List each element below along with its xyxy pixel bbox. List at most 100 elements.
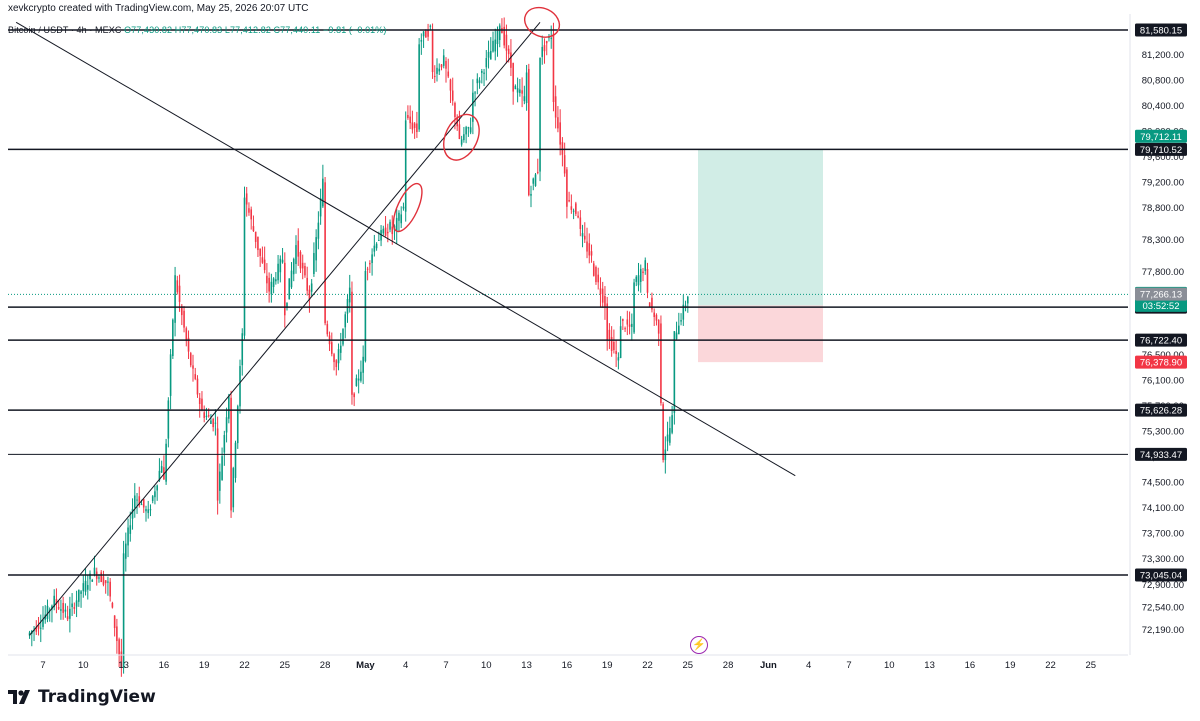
candle	[472, 79, 474, 135]
lightning-bolt-icon[interactable]: ⚡	[690, 636, 708, 654]
candle-body	[109, 581, 111, 597]
price-tag-grey[interactable]: 77,266.13	[1135, 287, 1187, 301]
target-zone[interactable]	[698, 149, 823, 306]
annotation-circle[interactable]	[388, 180, 428, 236]
candle-body	[337, 349, 340, 364]
candle-body	[344, 314, 347, 328]
stop-zone[interactable]	[698, 305, 823, 363]
candle-body	[610, 336, 613, 352]
candle-body	[73, 607, 76, 609]
annotation-circle[interactable]	[520, 2, 564, 43]
candle-body	[319, 198, 322, 217]
candle-body	[270, 281, 273, 295]
candle	[572, 208, 575, 220]
candle	[548, 34, 550, 42]
candle-body	[89, 573, 91, 580]
candle	[534, 172, 537, 187]
candle	[317, 211, 320, 250]
candle	[678, 312, 680, 335]
level-price-tag[interactable]: 81,580.15	[1135, 23, 1187, 37]
level-price-tag[interactable]: 73,045.04	[1135, 568, 1187, 582]
candle-body	[216, 428, 219, 501]
candle-body	[42, 619, 44, 627]
candle-body	[539, 57, 541, 172]
candle-body	[326, 324, 329, 335]
candle-body	[519, 89, 521, 94]
level-price-tag[interactable]: 76,722.40	[1135, 333, 1187, 347]
candle	[214, 409, 217, 436]
candle	[581, 224, 584, 248]
countdown-tag[interactable]: 03:52:52	[1135, 298, 1187, 312]
candle-body	[599, 288, 602, 295]
candle	[532, 177, 535, 191]
time-tick-label: 16	[562, 660, 573, 671]
candle-body	[581, 233, 584, 237]
candle-body	[212, 418, 214, 428]
candle	[481, 68, 483, 84]
candle	[165, 438, 167, 485]
candle	[268, 272, 270, 303]
candle-body	[534, 174, 537, 186]
level-price-tag[interactable]: 79,710.52	[1135, 142, 1187, 156]
trend-line[interactable]	[15, 21, 796, 477]
candle	[592, 260, 595, 277]
candle	[516, 77, 519, 103]
candle	[519, 79, 521, 97]
price-tag-target[interactable]: 79,712.11	[1135, 129, 1187, 143]
candle-body	[449, 79, 452, 91]
candle	[514, 84, 517, 90]
candle	[156, 484, 158, 501]
level-price-tag-text: 74,933.47	[1140, 450, 1182, 461]
candle-body	[51, 605, 53, 610]
candle	[149, 504, 152, 517]
candle-body	[315, 237, 317, 261]
time-tick-label: 4	[806, 660, 811, 671]
candle-body	[460, 139, 463, 145]
candle-body	[214, 422, 217, 424]
candle-body	[463, 134, 465, 141]
candle	[151, 495, 154, 504]
price-tag-stop[interactable]: 76,378.90	[1135, 355, 1187, 369]
candle	[167, 397, 170, 448]
candle	[496, 26, 499, 57]
candle-body	[680, 320, 682, 322]
candle	[145, 505, 147, 522]
candle-body	[639, 268, 642, 282]
candle	[369, 260, 371, 274]
candle-body	[194, 374, 197, 379]
candle	[210, 414, 212, 425]
candle	[243, 186, 246, 340]
annotation-circle[interactable]	[437, 109, 486, 166]
candle	[297, 228, 300, 266]
candle	[687, 295, 689, 313]
candle	[512, 62, 514, 105]
countdown-tag-bg	[1135, 298, 1187, 312]
candle-body	[228, 395, 230, 419]
candle	[284, 252, 286, 328]
candle	[232, 466, 235, 513]
candle-body	[474, 92, 476, 94]
trend-line[interactable]	[29, 22, 541, 636]
level-price-tag[interactable]: 74,933.47	[1135, 447, 1187, 461]
candle	[44, 605, 47, 624]
candle-body	[485, 58, 488, 68]
time-tick-label: 25	[1086, 660, 1097, 671]
candle-body	[568, 200, 570, 202]
candle	[313, 242, 315, 277]
candle-body	[268, 277, 270, 292]
candle-body	[261, 257, 264, 263]
candle	[655, 313, 658, 326]
candle-body	[136, 499, 138, 501]
candles-layer	[28, 17, 689, 677]
candle-body	[357, 378, 360, 381]
candle	[404, 111, 407, 222]
candle-body	[577, 215, 579, 218]
candle-body	[626, 319, 629, 325]
candle-body	[160, 466, 163, 473]
annotation-circles-layer	[388, 2, 564, 236]
candle	[413, 122, 416, 139]
candle	[82, 574, 85, 598]
price-tick-label: 76,500.00	[1142, 350, 1184, 361]
level-price-tag[interactable]: 75,626.28	[1135, 403, 1187, 417]
